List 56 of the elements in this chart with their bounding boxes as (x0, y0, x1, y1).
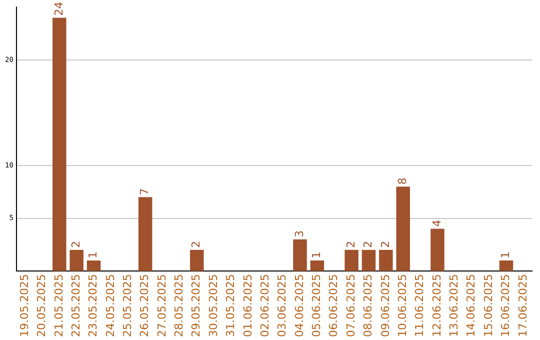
x-tick-label: 08.06.2025 (362, 274, 375, 338)
x-tick-label: 25.05.2025 (120, 274, 134, 338)
x-tick-label: 14.06.2025 (464, 274, 478, 338)
bar (344, 250, 358, 272)
bar (362, 250, 376, 272)
data-label: 8 (396, 178, 409, 185)
bar (70, 250, 84, 272)
bar (430, 228, 444, 272)
data-label: 4 (430, 220, 444, 227)
x-tick-label: 02.06.2025 (258, 274, 272, 338)
x-tick-label: 21.05.2025 (52, 274, 66, 338)
x-tick-label: 11.06.2025 (413, 274, 426, 338)
bar (138, 197, 152, 272)
x-tick-label: 09.06.2025 (378, 274, 392, 338)
x-tick-label: 27.05.2025 (155, 274, 168, 338)
bar (379, 250, 393, 272)
data-label: 2 (69, 240, 82, 248)
data-label: 2 (362, 240, 375, 248)
x-tick-label: 30.05.2025 (206, 274, 220, 338)
bar (310, 260, 324, 272)
x-tick-label: 06.06.2025 (327, 274, 340, 338)
x-tick-label: 04.06.2025 (292, 274, 306, 338)
x-tick-label: 03.06.2025 (276, 274, 289, 338)
data-label: 1 (86, 251, 100, 258)
data-label: 7 (138, 188, 152, 196)
x-tick-label: 31.05.2025 (224, 274, 238, 338)
x-tick-label: 15.06.2025 (482, 274, 495, 338)
x-tick-label: 24.05.2025 (104, 274, 117, 338)
x-tick-label: 01.06.2025 (241, 274, 254, 338)
bar (499, 260, 514, 272)
data-label: 2 (190, 240, 203, 248)
x-tick-label: 29.05.2025 (190, 274, 203, 338)
data-label: 2 (378, 240, 392, 248)
bar (293, 239, 307, 272)
x-tick-label: 20.05.2025 (35, 274, 48, 338)
x-tick-label: 28.05.2025 (172, 274, 186, 338)
data-label: 1 (310, 251, 324, 258)
bar (190, 250, 204, 272)
bar (52, 18, 66, 272)
x-tick-label: 22.05.2025 (69, 274, 82, 338)
data-label: 24 (52, 2, 66, 16)
x-tick-label: 26.05.2025 (138, 274, 152, 338)
x-tick-label: 19.05.2025 (18, 274, 31, 338)
x-tick-label: 17.06.2025 (516, 274, 530, 338)
x-tick-label: 12.06.2025 (430, 274, 444, 338)
x-tick-label: 13.06.2025 (448, 274, 461, 338)
x-tick-label: 23.05.2025 (86, 274, 100, 338)
x-tick-label: 10.06.2025 (396, 274, 409, 338)
bar (86, 260, 101, 272)
data-label: 3 (292, 230, 306, 238)
x-tick-label: 16.06.2025 (499, 274, 512, 338)
data-label: 2 (344, 240, 358, 248)
x-tick-label: 07.06.2025 (344, 274, 358, 338)
x-tick-label: 05.06.2025 (310, 274, 324, 338)
bar (396, 186, 410, 272)
data-label: 1 (499, 251, 512, 258)
